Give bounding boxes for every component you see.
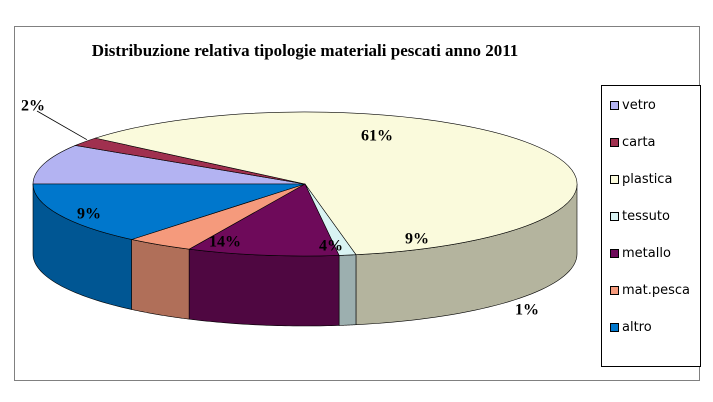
legend-swatch bbox=[610, 137, 619, 147]
legend-label: mat.pesca bbox=[622, 282, 690, 298]
legend-item-metallo: metallo bbox=[610, 244, 671, 262]
data-label-metallo: 9% bbox=[405, 231, 429, 248]
legend-label: plastica bbox=[622, 171, 673, 187]
pie-chart: 9% 2% 61% 1% 9% 4% 14% bbox=[21, 98, 578, 327]
slice-side-mat.pesca bbox=[131, 239, 190, 320]
legend-label: altro bbox=[622, 319, 652, 335]
legend-label: tessuto bbox=[622, 208, 670, 224]
legend-item-mat.pesca: mat.pesca bbox=[610, 281, 690, 299]
data-label-mat.pesca: 4% bbox=[319, 238, 343, 255]
legend-swatch bbox=[610, 174, 619, 184]
legend-swatch bbox=[610, 322, 619, 332]
legend-swatch bbox=[610, 285, 619, 295]
legend-item-carta: carta bbox=[610, 133, 656, 151]
data-label-vetro: 9% bbox=[77, 206, 101, 223]
data-label-tessuto: 1% bbox=[515, 302, 539, 319]
legend-item-plastica: plastica bbox=[610, 170, 672, 188]
data-label-carta: 2% bbox=[21, 98, 45, 115]
legend-item-tessuto: tessuto bbox=[610, 207, 670, 225]
leader-line-carta bbox=[36, 110, 88, 141]
legend-swatch bbox=[610, 211, 619, 221]
legend: vetro carta plastica tessuto metallo mat.pesc… bbox=[601, 85, 701, 367]
slice-plastica bbox=[94, 111, 578, 256]
legend-label: metallo bbox=[622, 245, 671, 261]
legend-label: carta bbox=[622, 134, 656, 150]
data-label-plastica: 61% bbox=[361, 128, 393, 145]
slice-metallo bbox=[188, 183, 340, 257]
chart-title: Distribuzione relativa tipologie materia… bbox=[91, 41, 519, 60]
legend-swatch bbox=[610, 248, 619, 258]
slice-side-metallo bbox=[188, 248, 340, 327]
legend-item-altro: altro bbox=[610, 318, 652, 336]
data-label-altro: 14% bbox=[209, 234, 241, 251]
slice-side-tessuto bbox=[338, 254, 357, 326]
chart-area: Distribuzione relativa tipologie materia… bbox=[14, 26, 701, 381]
legend-swatch bbox=[610, 100, 619, 110]
legend-item-vetro: vetro bbox=[610, 96, 656, 114]
slice-altro bbox=[32, 183, 306, 240]
slice-vetro bbox=[32, 145, 306, 185]
legend-label: vetro bbox=[622, 97, 656, 113]
